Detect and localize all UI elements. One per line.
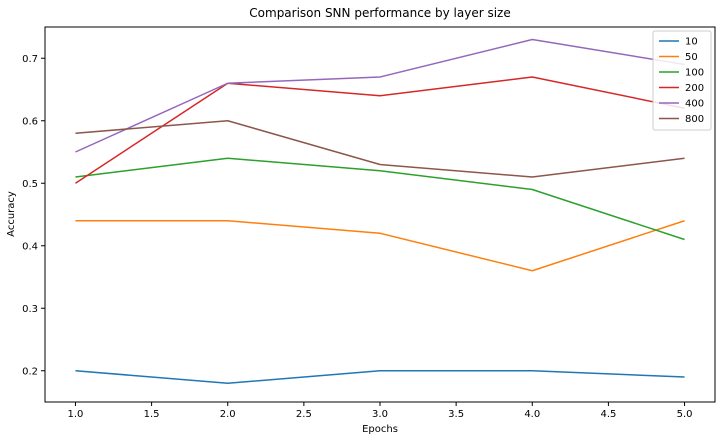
legend-label-200: 200 — [685, 83, 704, 94]
series-lines — [75, 38, 685, 384]
x-tick-label: 3.5 — [448, 409, 464, 420]
y-tick-label: 0.7 — [22, 54, 38, 65]
x-tick-label: 5.0 — [677, 409, 693, 420]
series-line-800 — [75, 120, 685, 178]
plot-frame — [45, 27, 715, 402]
x-tick-label: 2.5 — [296, 409, 312, 420]
legend-label-400: 400 — [685, 99, 704, 110]
y-axis-label: Accuracy — [6, 191, 17, 237]
x-axis: 1.0 1.5 2.0 2.5 3.0 3.5 4.0 4.5 5.0 — [68, 402, 693, 420]
legend: 10 50 100 200 400 800 — [652, 30, 712, 131]
x-tick-label: 1.5 — [144, 409, 160, 420]
series-line-10 — [75, 370, 685, 384]
series-line-400 — [75, 38, 685, 153]
x-tick-label: 4.0 — [524, 409, 540, 420]
legend-label-10: 10 — [685, 37, 698, 48]
y-tick-label: 0.5 — [22, 179, 38, 190]
series-line-200 — [75, 76, 685, 184]
series-line-100 — [75, 157, 685, 241]
legend-label-100: 100 — [685, 68, 704, 79]
y-axis: 0.2 0.3 0.4 0.5 0.6 0.7 — [22, 54, 45, 377]
x-tick-label: 1.0 — [68, 409, 84, 420]
x-tick-label: 4.5 — [600, 409, 616, 420]
y-tick-label: 0.6 — [22, 116, 38, 127]
x-tick-label: 2.0 — [220, 409, 236, 420]
y-tick-label: 0.2 — [22, 366, 38, 377]
legend-label-50: 50 — [685, 52, 698, 63]
y-tick-label: 0.4 — [22, 241, 38, 252]
series-line-50 — [75, 220, 685, 272]
x-axis-label: Epochs — [362, 424, 398, 435]
chart-title: Comparison SNN performance by layer size — [249, 6, 510, 20]
y-tick-label: 0.3 — [22, 304, 38, 315]
legend-label-800: 800 — [685, 114, 704, 125]
plot-area — [44, 26, 716, 403]
x-tick-label: 3.0 — [372, 409, 388, 420]
